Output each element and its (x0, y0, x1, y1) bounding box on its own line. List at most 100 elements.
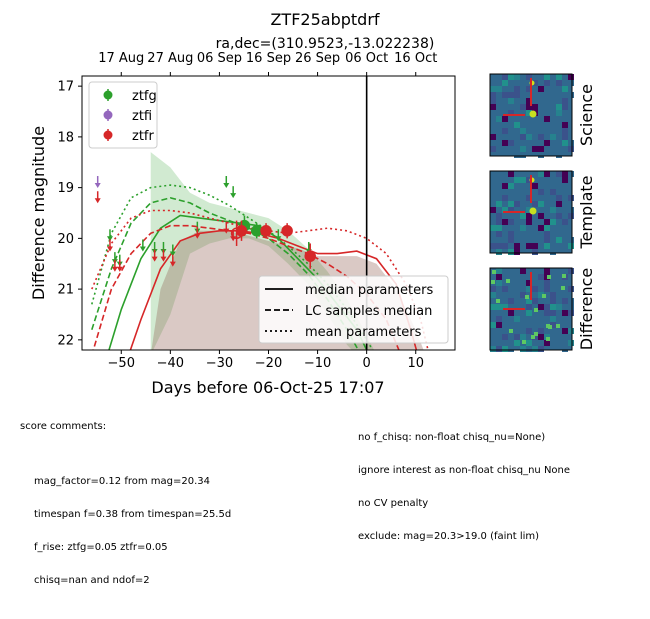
cutout-noise-pixel (508, 237, 514, 243)
y-tick-label: 18 (57, 130, 74, 145)
cutout-noise-pixel (556, 110, 562, 116)
upper-limit-arrow (169, 261, 176, 267)
cutout-noise-pixel (568, 310, 574, 316)
cutout-noise-pixel (496, 225, 502, 231)
cutout-noise-pixel (550, 298, 556, 304)
cutout-label: Template (577, 175, 596, 249)
cutout-noise-pixel (538, 280, 544, 286)
upper-limit-ztfr (106, 239, 113, 252)
cutout-noise-pixel (526, 328, 532, 334)
cutout-noise-pixel (490, 98, 496, 104)
cutout-noise-pixel (520, 128, 526, 134)
cutout-noise-pixel (568, 207, 574, 213)
cutout-noise-pixel (502, 286, 508, 292)
upper-limit-ztfg (139, 239, 146, 252)
cutout-noise-pixel (532, 298, 538, 304)
cutout-noise-pixel (526, 340, 532, 346)
legend-label: ztfg (132, 89, 157, 104)
cutout-noise-pixel (538, 292, 544, 298)
cutout-noise-pixel (568, 237, 574, 243)
cutout-noise-pixel (556, 304, 562, 310)
cutout-noise-pixel (502, 92, 508, 98)
x-tick-label: −50 (108, 356, 135, 371)
cutout-noise-pixel (496, 322, 502, 328)
cutout-noise-pixel (526, 189, 532, 195)
cutout-noise-pixel (514, 74, 520, 80)
legend-box (258, 275, 449, 344)
cutout-noise-pixel (538, 322, 544, 328)
cutout-noise-pixel (506, 279, 510, 283)
chart-title: ZTF25abptdrf (270, 10, 379, 29)
upper-limit-ztfg (275, 229, 282, 242)
cutout-noise-pixel (514, 177, 520, 183)
upper-limit-arrow (169, 251, 176, 257)
score-comment-line: chisq=nan and ndof=2 (34, 575, 150, 586)
cutout-noise-pixel (496, 243, 502, 249)
detection-ztfr (304, 243, 316, 269)
cutout-noise-pixel (568, 243, 574, 249)
cutout-noise-pixel (502, 328, 508, 334)
y-tick-label: 17 (57, 80, 74, 95)
cutout-noise-pixel (496, 304, 502, 310)
cutout-noise-pixel (538, 304, 544, 310)
cutout-noise-pixel (502, 116, 508, 122)
cutout-noise-pixel (490, 116, 496, 122)
upper-limit-arrow (223, 183, 230, 189)
y-tick-label: 19 (57, 181, 74, 196)
cutout-noise-pixel (562, 177, 568, 183)
cutout-noise-pixel (490, 140, 496, 146)
cutout-noise-pixel (568, 328, 574, 334)
cutout-noise-pixel (508, 201, 514, 207)
cutout-noise-pixel (514, 122, 520, 128)
detection-point (281, 225, 293, 237)
x-axis-label: Days before 06-Oct-25 17:07 (151, 378, 384, 397)
cutout-noise-pixel (508, 249, 514, 255)
upper-limit-ztfr (111, 259, 118, 272)
cutout-noise-pixel (526, 219, 532, 225)
cutout-noise-pixel (546, 324, 550, 328)
cutout-noise-pixel (496, 201, 502, 207)
score-comment-line: timespan f=0.38 from timespan=25.5d (34, 509, 232, 520)
cutout-noise-pixel (556, 292, 562, 298)
cutout-noise-pixel (496, 268, 502, 274)
cutout-noise-pixel (520, 152, 526, 158)
cutout-noise-pixel (544, 310, 550, 316)
cutout-noise-pixel (508, 116, 514, 122)
cutout-noise-pixel (520, 346, 526, 352)
cutout-noise-pixel (562, 122, 568, 128)
cutout-noise-pixel (538, 140, 544, 146)
cutout-noise-pixel (544, 140, 550, 146)
cutout-noise-pixel (538, 274, 544, 280)
cutout-noise-pixel (562, 128, 568, 134)
cutout-noise-pixel (502, 334, 508, 340)
cutout-noise-pixel (496, 86, 502, 92)
cutout-noise-pixel (520, 225, 526, 231)
lightcurve-figure: ZTF25abptdrf ra,dec=(310.9523,-13.022238… (29, 10, 596, 397)
x-tick-label: −40 (157, 356, 184, 371)
cutout-noise-pixel (508, 286, 514, 292)
upper-limit-ztfg (106, 229, 113, 242)
upper-limit-ztfr (169, 254, 176, 267)
upper-limit-arrow (151, 256, 158, 262)
cutout-noise-pixel (508, 134, 514, 140)
x-tick-label: −10 (304, 356, 331, 371)
upper-limit-arrow (160, 256, 167, 262)
legend-marker (103, 90, 113, 100)
cutout-noise-pixel (526, 195, 532, 201)
cutout-noise-pixel (508, 195, 514, 201)
score-comment-line: f_rise: ztfg=0.05 ztfr=0.05 (34, 542, 168, 553)
cutout-noise-pixel (550, 292, 556, 298)
cutout-noise-pixel (568, 92, 574, 98)
cutout-noise-pixel (490, 286, 496, 292)
cutout-noise-pixel (526, 280, 532, 286)
cutout-noise-pixel (544, 207, 550, 213)
cutout-noise-pixel (532, 286, 538, 292)
cutout-noise-pixel (526, 98, 532, 104)
cutout-noise-pixel (547, 275, 551, 279)
cutout-noise-pixel (496, 195, 502, 201)
shade-band-ztfg (150, 152, 375, 350)
cutout-noise-pixel (556, 195, 562, 201)
cutout-noise-pixel (490, 189, 496, 195)
score-comment-line: mag_factor=0.12 from mag=20.34 (34, 476, 211, 487)
cutout-noise-pixel (520, 268, 526, 274)
